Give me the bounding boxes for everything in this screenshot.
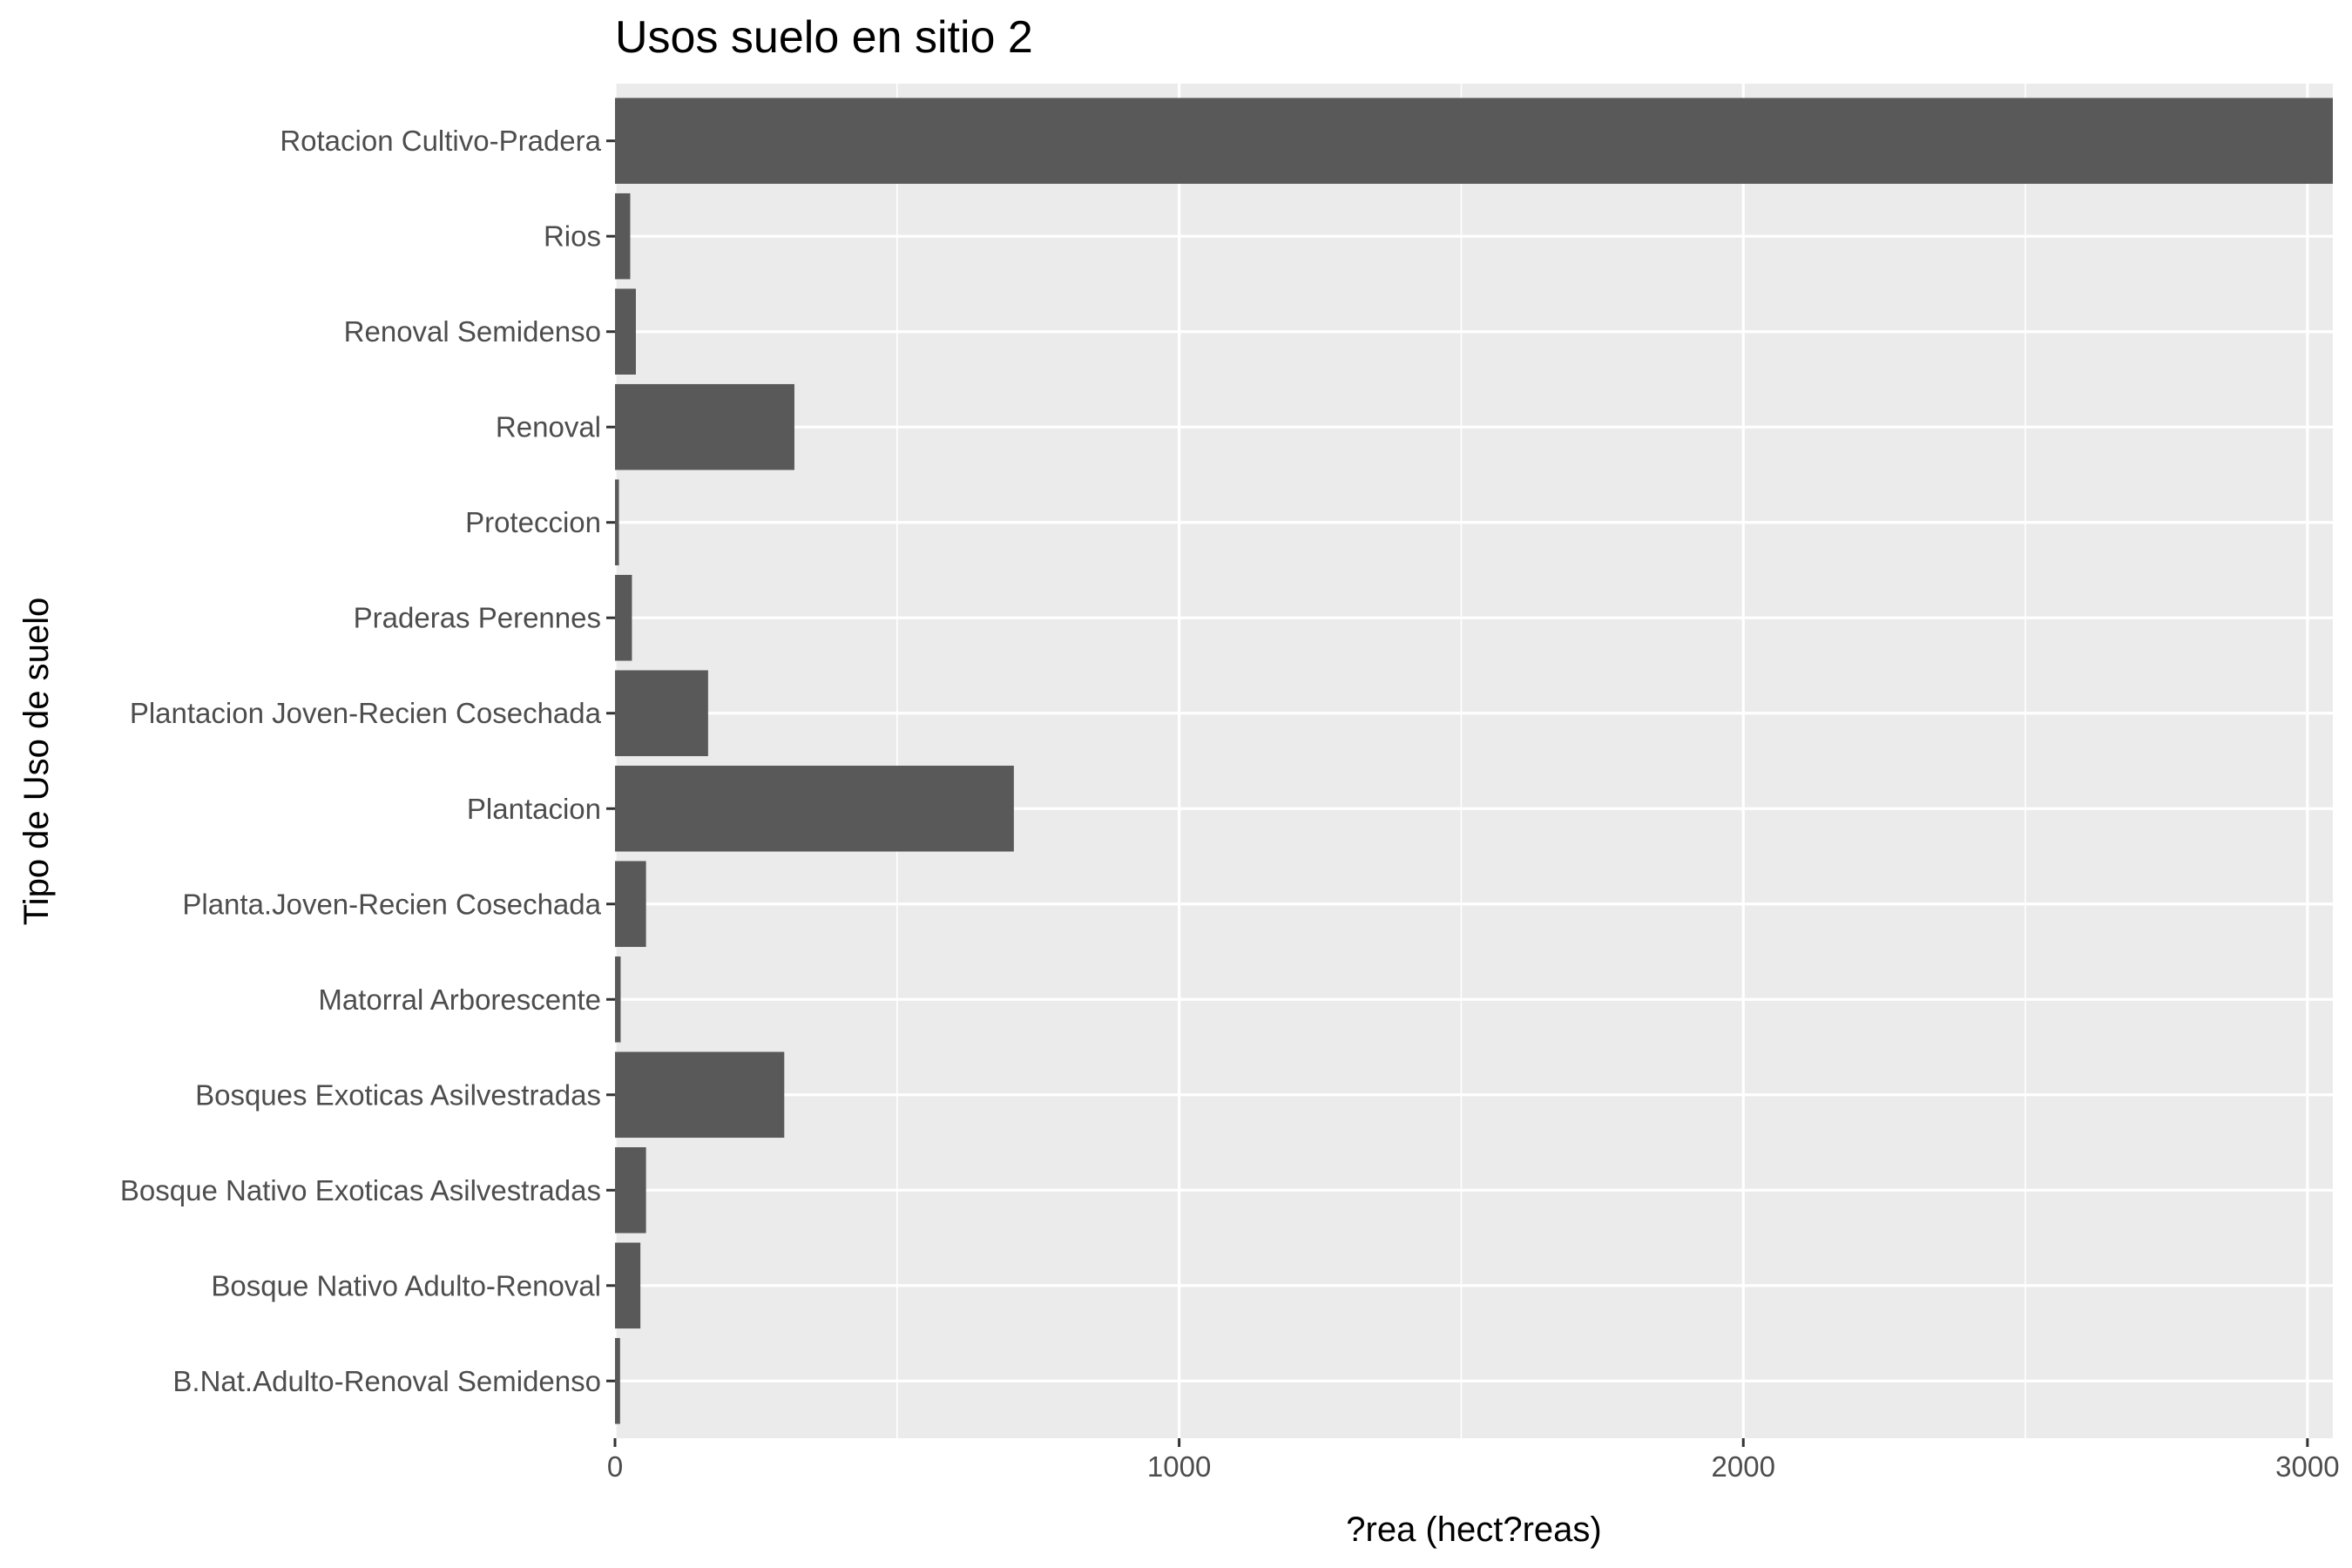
bar	[615, 383, 794, 470]
y-tick-label: Bosques Exoticas Asilvestradas	[195, 1078, 601, 1111]
y-tick-label: Plantacion Joven-Recien Cosechada	[130, 697, 602, 729]
bar	[615, 1338, 620, 1424]
y-tick-label: Renoval	[496, 411, 601, 443]
y-tick-label: Rotacion Cultivo-Pradera	[280, 125, 601, 157]
y-tick-label: Praderas Perennes	[354, 602, 601, 634]
x-tick-label: 1000	[1147, 1450, 1211, 1483]
x-tick-label: 2000	[1712, 1450, 1775, 1483]
bar	[615, 479, 619, 566]
x-axis: 0 1000 2000 3000	[607, 1438, 2340, 1483]
y-tick-label: Planta.Joven-Recien Cosechada	[182, 888, 601, 920]
y-tick-label: B.Nat.Adulto-Renoval Semidenso	[172, 1365, 601, 1397]
x-axis-title: ?rea (hect?reas)	[1346, 1511, 1601, 1549]
y-tick-label: Matorral Arborescente	[318, 983, 601, 1016]
bar	[615, 670, 708, 757]
bar	[615, 98, 2333, 184]
y-tick-label: Renoval Semidenso	[344, 315, 601, 348]
y-tick-label: Bosque Nativo Exoticas Asilvestradas	[120, 1174, 601, 1206]
y-axis: B.Nat.Adulto-Renoval Semidenso Bosque Nat…	[120, 125, 615, 1397]
bar	[615, 765, 1014, 852]
grid-lines	[613, 84, 2333, 1438]
y-axis-title: Tipo de Uso de suelo	[17, 598, 56, 926]
bar	[615, 193, 631, 280]
bar	[615, 1242, 641, 1329]
bar	[615, 1051, 785, 1139]
x-tick-label: 3000	[2275, 1450, 2339, 1483]
y-tick-label: Rios	[544, 220, 601, 253]
bar	[615, 1147, 646, 1233]
plot-panel	[615, 84, 2333, 1438]
y-tick-label: Bosque Nativo Adulto-Renoval	[211, 1269, 601, 1301]
bar	[615, 956, 621, 1043]
chart-title: Usos suelo en sitio 2	[615, 12, 1033, 63]
x-tick-label: 0	[607, 1450, 623, 1483]
bars	[615, 98, 2333, 1424]
y-tick-label: Plantacion	[467, 793, 601, 825]
bar	[615, 574, 632, 661]
bar	[615, 288, 636, 375]
y-tick-label: Proteccion	[465, 506, 601, 538]
bar	[615, 861, 646, 948]
